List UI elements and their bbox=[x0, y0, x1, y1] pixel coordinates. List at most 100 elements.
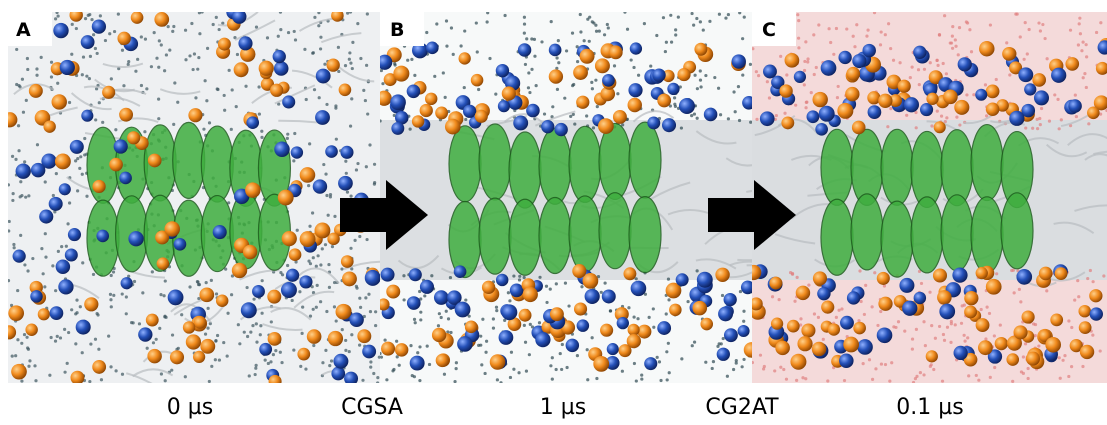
solvent bbox=[215, 292, 218, 295]
solvent bbox=[222, 341, 225, 344]
headgroup bbox=[574, 302, 587, 315]
solvent bbox=[1014, 13, 1017, 16]
headgroup bbox=[627, 334, 641, 348]
solvent bbox=[889, 107, 892, 110]
headgroup bbox=[1006, 353, 1019, 366]
solvent bbox=[481, 318, 484, 321]
headgroup bbox=[31, 163, 45, 177]
solvent bbox=[588, 16, 591, 19]
solvent bbox=[930, 363, 933, 366]
solvent bbox=[43, 285, 46, 288]
figure: A B C 0 µs CGSA 1 µs CG2AT 0.1 µs bbox=[0, 0, 1107, 425]
solvent bbox=[14, 158, 17, 161]
solvent bbox=[286, 264, 289, 267]
headgroup bbox=[342, 271, 357, 286]
solvent bbox=[538, 276, 541, 279]
solvent bbox=[340, 267, 343, 270]
solvent bbox=[327, 263, 330, 266]
solvent bbox=[296, 229, 299, 232]
solvent bbox=[1086, 277, 1089, 280]
solvent bbox=[804, 377, 807, 380]
solvent bbox=[696, 87, 699, 90]
headgroup bbox=[55, 154, 71, 170]
solvent bbox=[317, 254, 320, 257]
solvent bbox=[635, 379, 638, 382]
headgroup bbox=[518, 43, 531, 56]
solvent bbox=[385, 378, 388, 381]
solvent bbox=[656, 356, 659, 359]
solvent bbox=[66, 222, 69, 225]
solvent bbox=[35, 67, 38, 70]
solvent bbox=[155, 57, 158, 60]
solvent bbox=[590, 81, 593, 84]
solvent bbox=[54, 289, 57, 292]
headgroup bbox=[297, 348, 310, 361]
solvent bbox=[945, 72, 948, 75]
solvent bbox=[911, 337, 914, 340]
solvent bbox=[975, 374, 978, 377]
solvent bbox=[667, 342, 670, 345]
solvent bbox=[16, 338, 19, 341]
solvent bbox=[17, 124, 20, 127]
headgroup bbox=[595, 58, 610, 73]
solvent bbox=[951, 35, 954, 38]
solvent bbox=[965, 93, 968, 96]
solvent bbox=[668, 371, 671, 374]
solvent bbox=[1024, 21, 1027, 24]
solvent bbox=[319, 263, 322, 266]
solvent bbox=[763, 365, 766, 368]
solvent bbox=[25, 336, 28, 339]
solvent bbox=[449, 276, 452, 279]
solvent bbox=[1036, 118, 1039, 121]
headgroup bbox=[29, 84, 43, 98]
solvent bbox=[836, 96, 839, 99]
solvent bbox=[591, 87, 594, 90]
solvent bbox=[141, 291, 144, 294]
solvent bbox=[50, 336, 53, 339]
solvent bbox=[1082, 76, 1085, 79]
solvent bbox=[665, 350, 668, 353]
headgroup bbox=[381, 342, 395, 356]
solvent bbox=[1048, 120, 1051, 123]
panel-label: B bbox=[390, 19, 404, 41]
solvent bbox=[11, 354, 14, 357]
solvent bbox=[1058, 127, 1061, 130]
headgroup bbox=[119, 172, 132, 185]
solvent bbox=[796, 13, 799, 16]
solvent bbox=[87, 14, 90, 17]
solvent bbox=[364, 99, 367, 102]
headgroup bbox=[986, 84, 1000, 98]
solvent bbox=[640, 374, 643, 377]
helix bbox=[173, 122, 205, 198]
solvent bbox=[144, 38, 147, 41]
solvent bbox=[876, 324, 879, 327]
solvent bbox=[254, 367, 257, 370]
headgroup bbox=[617, 317, 629, 329]
solvent bbox=[485, 340, 488, 343]
solvent bbox=[68, 201, 71, 204]
solvent bbox=[74, 342, 77, 345]
solvent bbox=[627, 306, 630, 309]
solvent bbox=[958, 26, 961, 29]
solvent bbox=[1037, 344, 1040, 347]
headgroup bbox=[25, 324, 37, 336]
solvent bbox=[888, 380, 891, 383]
solvent bbox=[945, 116, 948, 119]
solvent bbox=[435, 22, 438, 25]
solvent bbox=[966, 21, 969, 24]
headgroup bbox=[979, 41, 994, 56]
solvent bbox=[555, 282, 558, 285]
solvent bbox=[923, 68, 926, 71]
solvent bbox=[879, 310, 882, 313]
solvent bbox=[307, 184, 310, 187]
solvent bbox=[274, 349, 277, 352]
helix bbox=[821, 199, 853, 275]
solvent bbox=[196, 68, 199, 71]
solvent bbox=[279, 351, 282, 354]
solvent bbox=[564, 282, 567, 285]
solvent bbox=[662, 16, 665, 19]
solvent bbox=[866, 29, 869, 32]
headgroup bbox=[147, 349, 161, 363]
headgroup bbox=[313, 179, 327, 193]
headgroup bbox=[315, 110, 330, 125]
